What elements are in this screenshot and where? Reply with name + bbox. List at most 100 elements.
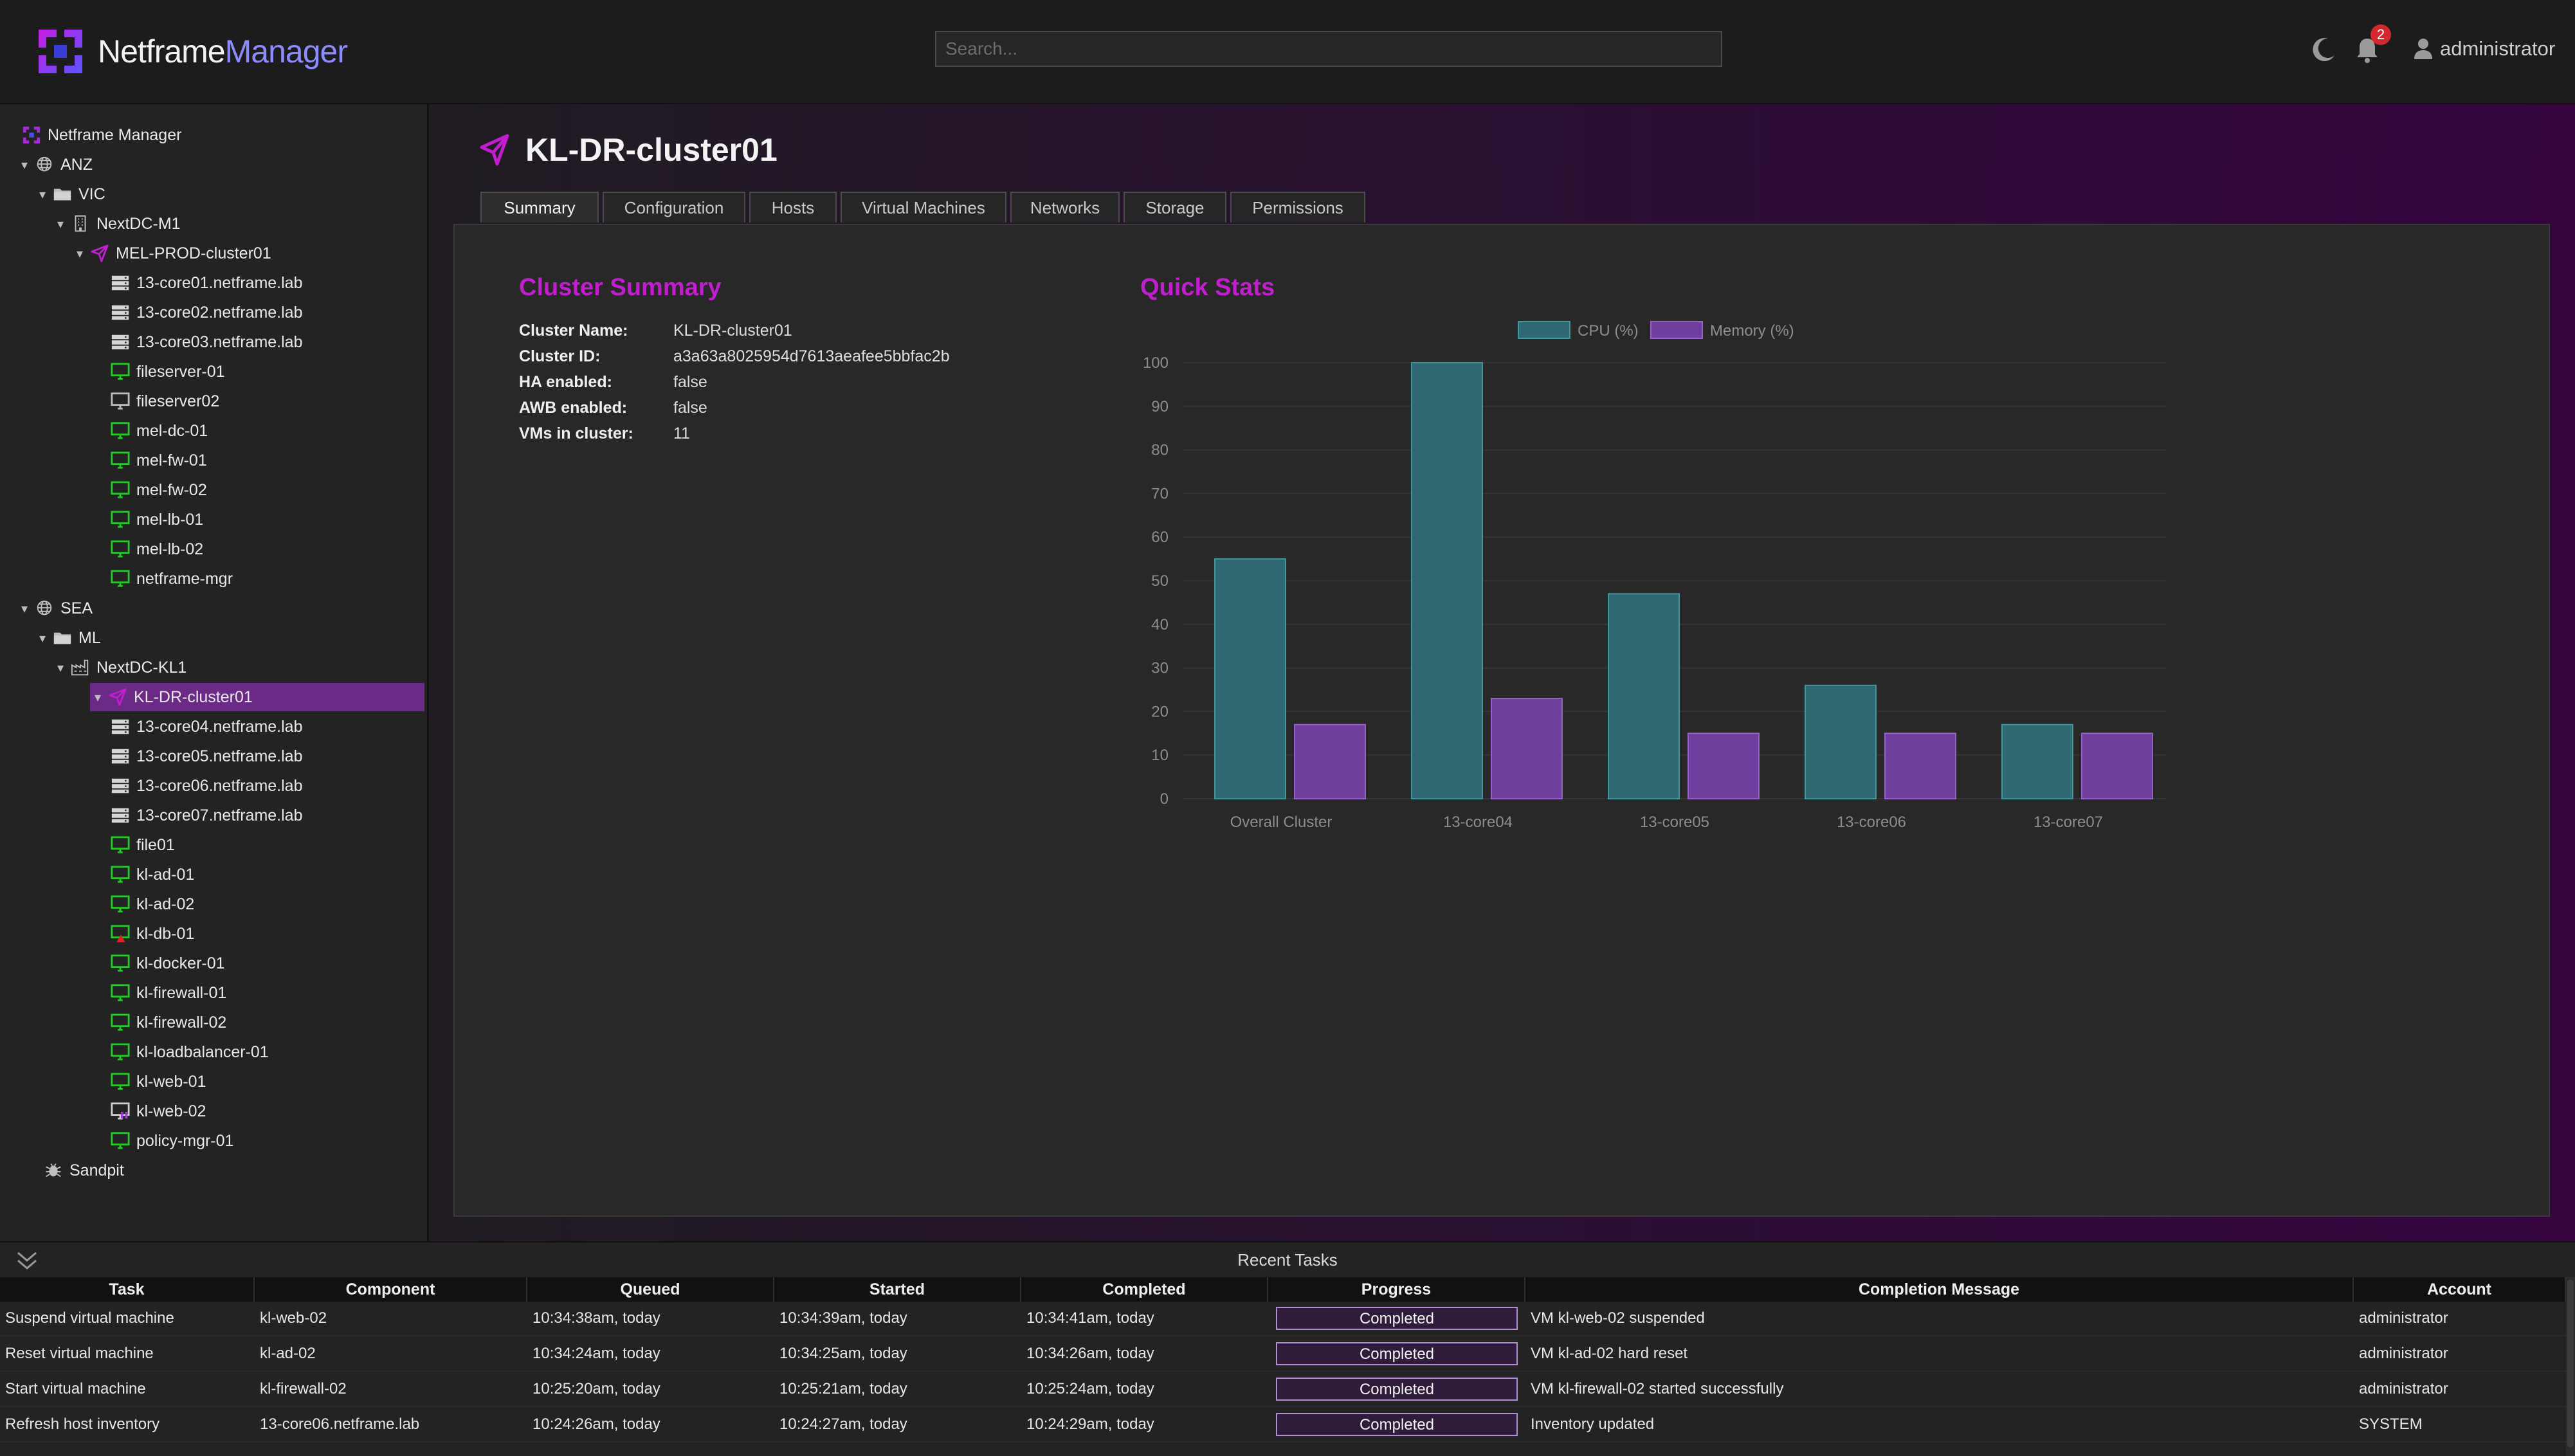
tree-item-kl-docker-01[interactable]: kl-docker-01: [93, 949, 225, 978]
tree-item-mel-dc-01[interactable]: mel-dc-01: [93, 417, 208, 445]
expand-caret-icon[interactable]: ▾: [76, 246, 84, 261]
tab-networks[interactable]: Networks: [1010, 192, 1120, 223]
quick-stats-chart: 0 10 20 30 40 50 60 70 80 90 100 Overall Cluster 13-…: [1143, 321, 2167, 831]
tree-item-netframe-mgr[interactable]: netframe-mgr: [93, 565, 233, 593]
tree-item-mel-lb-02[interactable]: mel-lb-02: [93, 535, 203, 563]
vm-on-icon: [108, 983, 132, 1003]
bar-memory: [1294, 723, 1366, 799]
column-header[interactable]: Progress: [1268, 1277, 1525, 1302]
tab-virtual-machines[interactable]: Virtual Machines: [841, 192, 1006, 223]
tree-item-netframe-manager[interactable]: Netframe Manager: [4, 121, 181, 149]
page-title: KL-DR-cluster01: [478, 131, 778, 168]
tree-item-mel-fw-02[interactable]: mel-fw-02: [93, 476, 207, 504]
y-tick-label: 90: [1151, 398, 1169, 415]
tree-item-sandpit[interactable]: Sandpit: [26, 1156, 124, 1185]
moon-icon[interactable]: [2310, 36, 2337, 63]
quick-stats-heading: Quick Stats: [1140, 274, 1275, 301]
server-icon: [108, 806, 132, 825]
tree-item-kl-firewall-01[interactable]: kl-firewall-01: [93, 979, 226, 1007]
column-header[interactable]: Completed: [1021, 1277, 1268, 1302]
tree-item-fileserver-01[interactable]: fileserver-01: [93, 358, 225, 386]
app-logo[interactable]: NetframeManager: [36, 26, 348, 77]
vm-on-icon: [108, 865, 132, 884]
table-cell: kl-firewall-02: [260, 1380, 347, 1397]
tree-item-nextdc-kl1[interactable]: ▾ NextDC-KL1: [53, 653, 187, 682]
tree-item-13-core04-netframe-lab[interactable]: 13-core04.netframe.lab: [93, 713, 302, 741]
tree-item-label: mel-dc-01: [136, 421, 208, 440]
tab-configuration[interactable]: Configuration: [603, 192, 745, 223]
bar-cpu: [1214, 558, 1286, 799]
search-input[interactable]: [935, 31, 1722, 67]
user-menu[interactable]: administrator: [2413, 37, 2555, 60]
tree-item-vic[interactable]: ▾ VIC: [35, 180, 105, 208]
tree-item-kl-dr-cluster01[interactable]: ▾ KL-DR-cluster01: [90, 683, 424, 711]
tree-item-label: kl-firewall-01: [136, 983, 227, 1002]
column-header[interactable]: Completion Message: [1525, 1277, 2354, 1302]
tasks-bar: Recent Tasks: [0, 1242, 2575, 1277]
expand-caret-icon[interactable]: ▾: [57, 660, 64, 675]
expand-caret-icon[interactable]: ▾: [57, 217, 64, 232]
tree-item-mel-fw-01[interactable]: mel-fw-01: [93, 446, 207, 475]
collapse-chevron-icon[interactable]: [14, 1249, 40, 1272]
expand-caret-icon[interactable]: ▾: [94, 690, 102, 705]
column-header[interactable]: Started: [774, 1277, 1021, 1302]
tree-item-kl-db-01[interactable]: kl-db-01: [93, 920, 194, 948]
tree-item-kl-ad-01[interactable]: kl-ad-01: [93, 860, 194, 889]
expand-caret-icon[interactable]: ▾: [39, 187, 46, 202]
tree-item-label: file01: [136, 835, 175, 854]
progress-bar: Completed: [1276, 1413, 1518, 1436]
column-header[interactable]: Component: [255, 1277, 527, 1302]
x-tick-label: 13-core04: [1443, 814, 1513, 831]
tasks-scrollbar[interactable]: [2566, 1277, 2575, 1456]
tree-item-sea[interactable]: ▾ SEA: [17, 594, 93, 623]
tree-item-label: mel-lb-01: [136, 510, 204, 529]
table-row[interactable]: Suspend virtual machine kl-web-02 10:34:38…: [0, 1302, 2566, 1336]
expand-caret-icon[interactable]: ▾: [39, 631, 46, 646]
tree-item-label: 13-core03.netframe.lab: [136, 332, 303, 351]
table-cell: kl-ad-02: [260, 1345, 316, 1362]
tab-permissions[interactable]: Permissions: [1230, 192, 1365, 223]
tree-item-kl-web-02[interactable]: kl-web-02: [93, 1097, 206, 1125]
tree-item-13-core06-netframe-lab[interactable]: 13-core06.netframe.lab: [93, 772, 302, 800]
tree-item-fileserver02[interactable]: fileserver02: [93, 387, 219, 415]
tree-item-mel-prod-cluster01[interactable]: ▾ MEL-PROD-cluster01: [72, 239, 271, 268]
expand-caret-icon[interactable]: ▾: [21, 601, 28, 616]
tree-item-label: ML: [78, 628, 101, 647]
app-name: NetframeManager: [98, 33, 348, 69]
tree-item-kl-firewall-02[interactable]: kl-firewall-02: [93, 1008, 226, 1037]
vm-on-icon: [108, 510, 132, 529]
tree-item-file01[interactable]: file01: [93, 831, 175, 859]
tree-item-anz[interactable]: ▾ ANZ: [17, 150, 93, 179]
tree-item-13-core02-netframe-lab[interactable]: 13-core02.netframe.lab: [93, 298, 302, 327]
tree-item-label: kl-loadbalancer-01: [136, 1042, 269, 1061]
tree-item-13-core05-netframe-lab[interactable]: 13-core05.netframe.lab: [93, 742, 302, 770]
tree-item-mel-lb-01[interactable]: mel-lb-01: [93, 505, 203, 534]
tree-item-13-core03-netframe-lab[interactable]: 13-core03.netframe.lab: [93, 328, 302, 356]
cluster-icon: [105, 687, 130, 707]
notification-badge: 2: [2370, 24, 2391, 45]
tree-item-policy-mgr-01[interactable]: policy-mgr-01: [93, 1127, 233, 1155]
table-row[interactable]: Start virtual machine kl-firewall-02 10:25…: [0, 1372, 2566, 1407]
column-header[interactable]: Task: [0, 1277, 255, 1302]
tab-summary[interactable]: Summary: [480, 192, 599, 223]
tab-hosts[interactable]: Hosts: [749, 192, 837, 223]
tree-item-kl-ad-02[interactable]: kl-ad-02: [93, 890, 194, 918]
tab-storage[interactable]: Storage: [1124, 192, 1226, 223]
tree-item-ml[interactable]: ▾ ML: [35, 624, 101, 652]
tree-item-label: VIC: [78, 185, 105, 203]
vm-off-icon: [108, 392, 132, 411]
column-header[interactable]: Queued: [527, 1277, 774, 1302]
expand-caret-icon[interactable]: ▾: [21, 158, 28, 172]
tree-item-kl-web-01[interactable]: kl-web-01: [93, 1068, 206, 1096]
table-cell: VM kl-web-02 suspended: [1531, 1309, 1705, 1327]
cluster-summary-heading: Cluster Summary: [519, 274, 722, 301]
bell-icon[interactable]: [2352, 35, 2382, 64]
tree-item-nextdc-m1[interactable]: ▾ NextDC-M1: [53, 210, 181, 238]
tree-item-13-core07-netframe-lab[interactable]: 13-core07.netframe.lab: [93, 801, 302, 830]
column-header[interactable]: Account: [2354, 1277, 2566, 1302]
table-row[interactable]: Reset virtual machine kl-ad-02 10:34:24am,…: [0, 1337, 2566, 1372]
scroll-thumb[interactable]: [2567, 1280, 2574, 1447]
tree-item-kl-loadbalancer-01[interactable]: kl-loadbalancer-01: [93, 1038, 269, 1066]
tree-item-13-core01-netframe-lab[interactable]: 13-core01.netframe.lab: [93, 269, 302, 297]
table-row[interactable]: Refresh host inventory 13-core06.netframe…: [0, 1408, 2566, 1442]
